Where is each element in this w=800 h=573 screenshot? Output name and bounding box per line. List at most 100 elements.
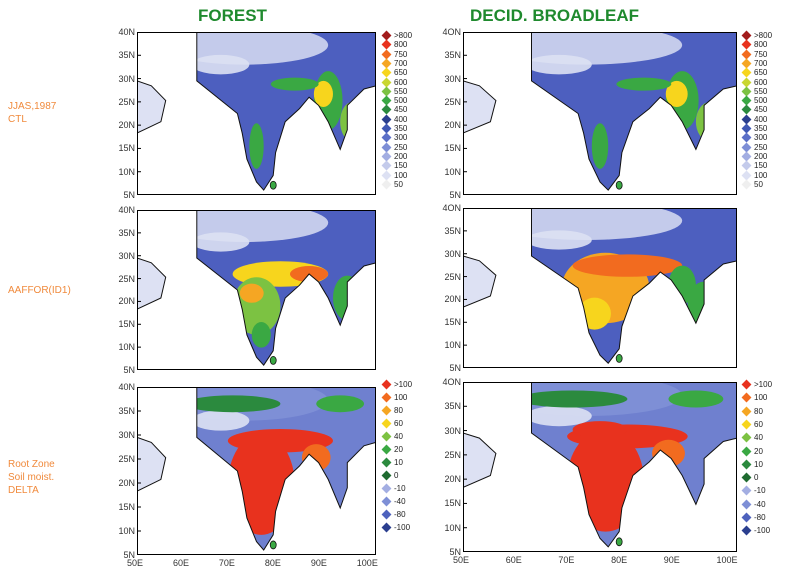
lat-tick-label: 25N xyxy=(444,96,461,107)
map-delta-forest-lat-labels: 40N 35N 30N 25N 20N 15N 10N 5N xyxy=(109,383,135,560)
legend-label: -10 xyxy=(754,486,766,496)
legend-label: 600 xyxy=(394,77,408,87)
legend-swatch xyxy=(381,49,392,60)
legend-item: 40 xyxy=(741,432,763,443)
legend-label: 10 xyxy=(394,458,403,467)
lon-tick-label: 60E xyxy=(505,555,522,565)
lat-tick-label: 15N xyxy=(118,143,135,154)
map-delta-broadleaf xyxy=(463,382,737,552)
legend-swatch xyxy=(741,406,752,417)
lat-tick-label: 20N xyxy=(118,120,135,131)
legend-swatch xyxy=(381,496,392,507)
legend-swatch xyxy=(381,379,392,390)
legend-swatch xyxy=(741,512,752,523)
legend-swatch xyxy=(741,446,752,456)
legend-swatch xyxy=(741,525,752,536)
lat-tick-label: 40N xyxy=(118,382,135,392)
legend-item: 100 xyxy=(741,170,767,180)
lat-tick-label: 25N xyxy=(118,273,135,284)
legend-label: 40 xyxy=(754,433,763,443)
legend-swatch xyxy=(381,522,392,533)
lat-tick-label: 5N xyxy=(449,190,461,200)
lon-tick-label: 80E xyxy=(264,558,281,568)
row-label-ctl: JJAS,1987 CTL xyxy=(8,101,57,125)
legend-label: 550 xyxy=(754,86,768,96)
legend-swatch xyxy=(741,432,752,443)
lat-tick-label: 20N xyxy=(444,294,461,305)
legend-label: 750 xyxy=(754,49,768,59)
legend-label: -40 xyxy=(394,497,406,506)
legend-label: -100 xyxy=(754,526,771,536)
column-title-decid-broadleaf: DECID. BROADLEAF xyxy=(470,6,640,25)
lat-tick-label: 25N xyxy=(444,271,461,282)
legend-label: 300 xyxy=(754,133,768,143)
legend-label: 200 xyxy=(394,151,408,161)
legend-label: -80 xyxy=(394,510,406,519)
legend-item: >100 xyxy=(381,379,412,390)
legend-label: 150 xyxy=(394,161,408,171)
legend-item: 200 xyxy=(741,151,768,162)
lon-tick-label: 100E xyxy=(716,555,738,565)
legend-item: 600 xyxy=(741,77,767,87)
lon-tick-label: 100E xyxy=(356,558,378,568)
lon-tick-label: 70E xyxy=(558,555,575,565)
legend-label: >100 xyxy=(754,380,773,389)
legend-swatch xyxy=(741,499,752,510)
legend-item: 450 xyxy=(741,104,768,115)
legend-label: 20 xyxy=(754,446,763,456)
legend-swatch xyxy=(381,431,392,442)
legend-label: 350 xyxy=(754,124,768,133)
legend-swatch xyxy=(381,170,392,180)
lat-tick-label: 30N xyxy=(118,430,135,440)
lat-tick-label: 10N xyxy=(444,166,461,177)
map-affor-broadleaf xyxy=(463,208,737,368)
legend-item: 750 xyxy=(741,49,768,60)
legend-label: 0 xyxy=(754,473,759,483)
map-affor-broadleaf-lat-labels: 4ON 35N 30N 25N 20N 15N 10N 5N xyxy=(435,204,461,373)
legend-item: >800 xyxy=(741,30,773,41)
legend-label: 60 xyxy=(394,419,403,428)
legend-label: 400 xyxy=(754,114,768,124)
legend-item: 400 xyxy=(741,114,768,125)
lat-tick-label: 5N xyxy=(449,363,461,373)
lon-tick-label: 70E xyxy=(218,558,235,568)
legend-swatch xyxy=(381,483,392,494)
legend-label: 50 xyxy=(754,179,763,189)
lon-tick-label: 90E xyxy=(310,558,327,568)
legend-item: 100 xyxy=(741,392,768,403)
map-delta-forest xyxy=(137,387,376,555)
lat-tick-label: 20N xyxy=(118,296,135,307)
row-label-aaffor: AAFFOR(ID1) xyxy=(8,285,71,296)
legend-item: 500 xyxy=(381,95,408,106)
lon-tick-label: 90E xyxy=(663,555,680,565)
legend-label: 100 xyxy=(394,170,408,180)
legend-label: 350 xyxy=(394,124,408,133)
lat-tick-label: 30N xyxy=(444,425,461,436)
legend-item: 50 xyxy=(741,179,763,190)
legend-label: 450 xyxy=(754,105,768,115)
lat-tick-label: 20N xyxy=(444,120,461,131)
lon-tick-label: 60E xyxy=(172,558,189,568)
lat-tick-label: 30N xyxy=(444,73,461,84)
legend-swatch xyxy=(381,67,392,78)
legend-swatch xyxy=(741,485,752,496)
legend-item: 250 xyxy=(741,142,768,153)
legend-item: 50 xyxy=(381,179,403,190)
legend-swatch xyxy=(741,170,752,180)
legend-swatch xyxy=(741,179,752,190)
legend-swatch xyxy=(381,457,392,468)
legend-item: 80 xyxy=(381,405,403,416)
legend-item: -80 xyxy=(381,509,406,520)
legend-label: >800 xyxy=(754,31,773,40)
lat-tick-label: 25N xyxy=(118,454,135,464)
lat-tick-label: 35N xyxy=(444,401,461,412)
legend-swatch xyxy=(381,405,392,416)
map-ctl-forest xyxy=(137,32,376,195)
legend-label: 250 xyxy=(754,142,768,152)
legend-item: 350 xyxy=(741,123,768,134)
legend-label: 200 xyxy=(754,151,768,161)
legend-item: 100 xyxy=(381,392,407,403)
legend-label: 100 xyxy=(754,393,768,403)
legend-label: 500 xyxy=(394,96,408,106)
legend-item: 10 xyxy=(741,459,763,470)
